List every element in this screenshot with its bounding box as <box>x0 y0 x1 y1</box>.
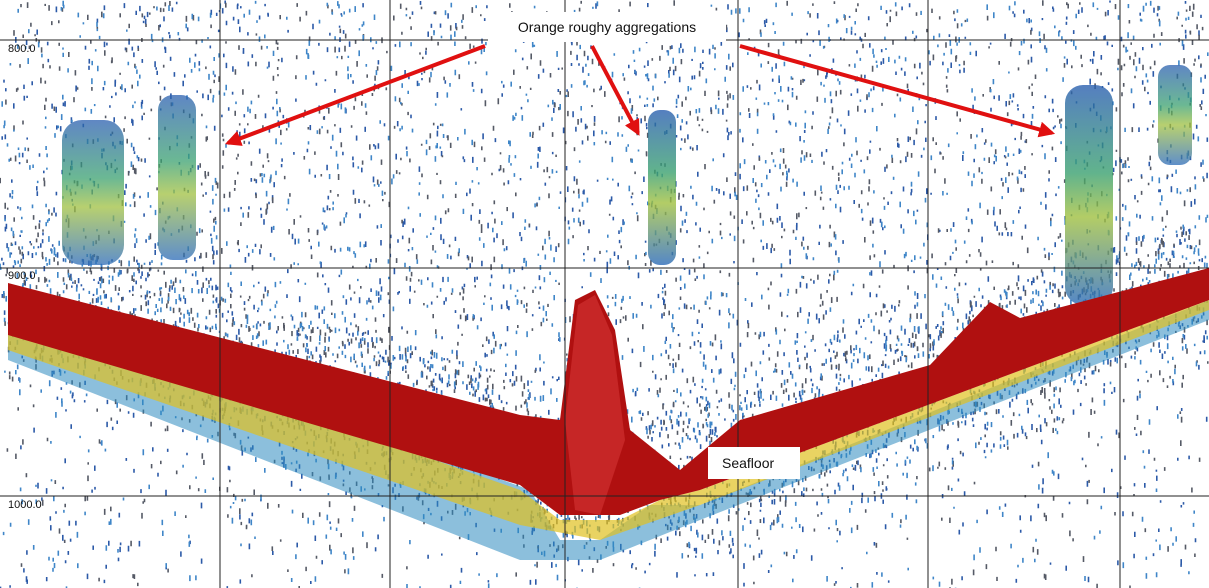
label-box <box>708 447 800 479</box>
depth-label: 800.0 <box>8 43 36 55</box>
aggregation <box>1065 85 1113 305</box>
arrow <box>225 44 486 146</box>
aggregation <box>648 110 676 265</box>
seafloor-echo <box>8 268 1209 560</box>
seamount-peak <box>565 295 625 515</box>
annotation: Orange roughy aggregations <box>518 19 696 35</box>
depth-label: 1000.0 <box>8 499 42 511</box>
fish-aggregations <box>62 65 1192 305</box>
aggregation <box>1158 65 1192 165</box>
arrow <box>739 44 1056 138</box>
label-box <box>488 12 726 42</box>
arrows <box>225 44 1056 146</box>
depth-label: 900.0 <box>8 270 36 282</box>
arrow <box>590 45 640 136</box>
annotation: Seafloor <box>722 455 774 471</box>
seafloor-fringe <box>8 300 1209 540</box>
aggregation <box>158 95 196 260</box>
aggregation <box>62 120 124 265</box>
